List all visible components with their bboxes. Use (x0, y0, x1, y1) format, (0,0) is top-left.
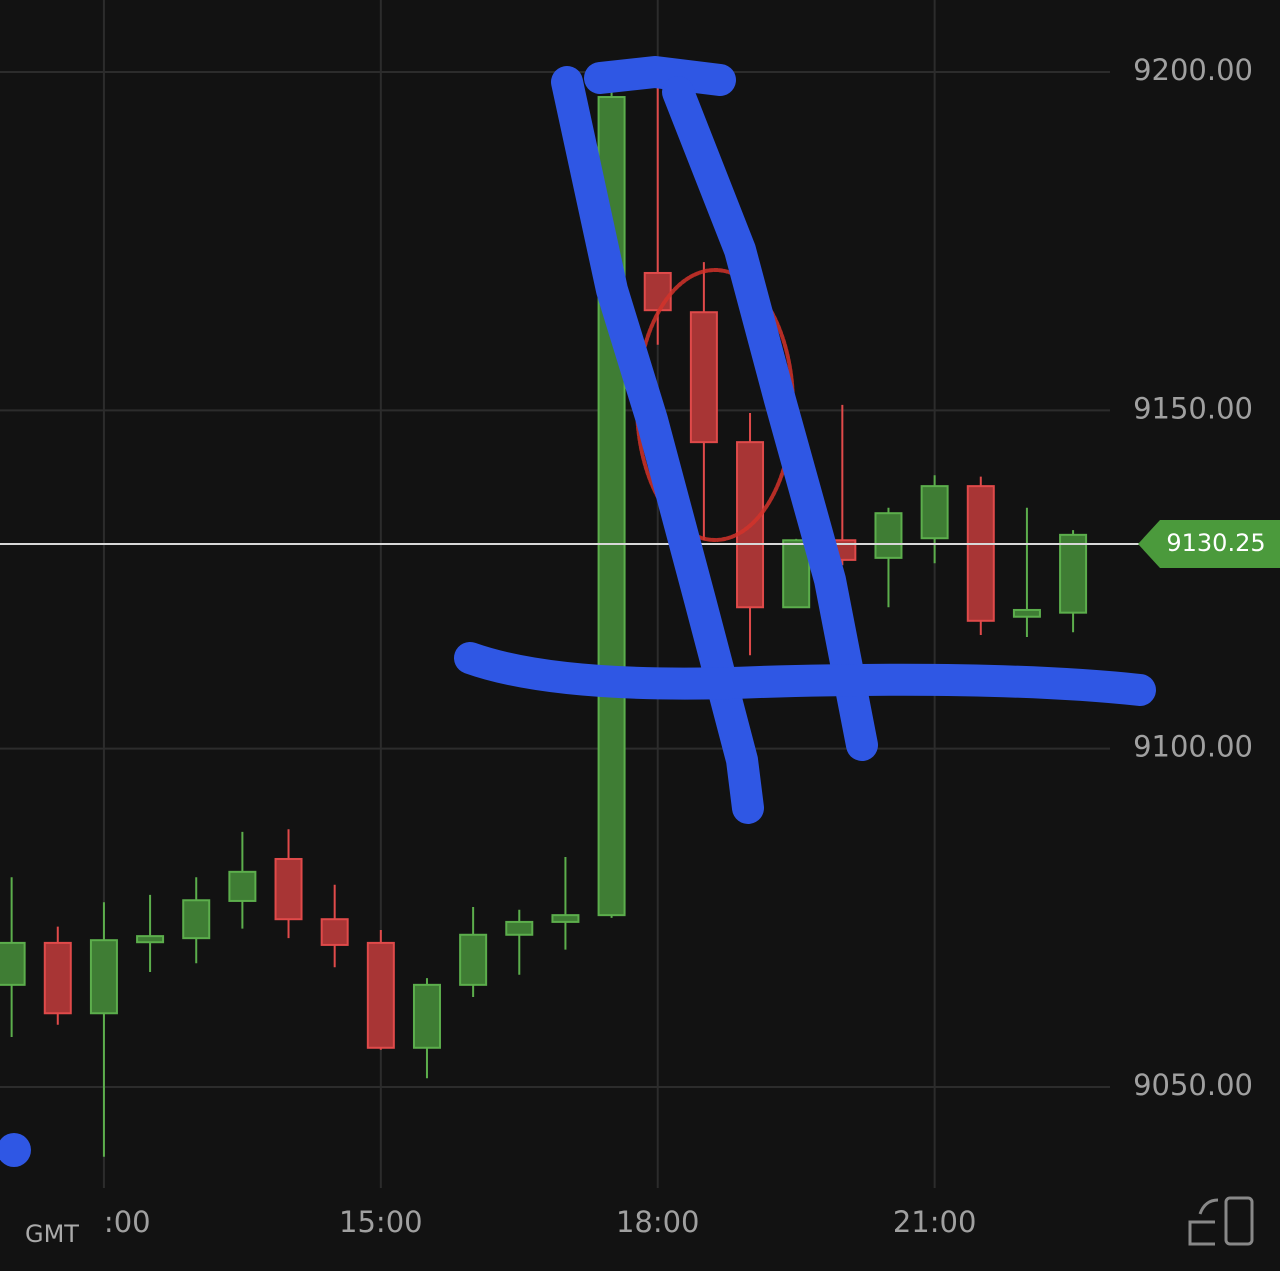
candle-body (1059, 533, 1088, 614)
x-tick-label: 18:00 (616, 1205, 700, 1239)
candle-body (320, 918, 349, 946)
candle-body (1012, 608, 1041, 618)
candle-body (643, 271, 672, 312)
candle-body (0, 941, 26, 986)
candle-body (874, 512, 903, 559)
blue-stroke-right (662, 76, 878, 761)
blue-dot (0, 1133, 31, 1167)
candle-body (551, 914, 580, 923)
candle-body (366, 941, 395, 1049)
y-tick-label: 9100.00 (1133, 730, 1253, 764)
last-price-label: 9130.25 (1166, 529, 1265, 557)
candle-body (274, 857, 303, 921)
blue-stroke-top (584, 56, 736, 96)
timezone-label: GMT (25, 1220, 79, 1248)
candle-body (136, 935, 165, 944)
x-tick-label: 21:00 (893, 1205, 977, 1239)
candle-body (89, 939, 118, 1015)
y-tick-label: 9150.00 (1133, 391, 1253, 425)
candle-body (966, 485, 995, 622)
annotations (0, 56, 1156, 1167)
blue-stroke-horizontal (454, 642, 1156, 706)
candle-body (228, 870, 257, 902)
candle-body (782, 539, 811, 609)
x-tick-label: 15:00 (339, 1205, 423, 1239)
candle-body (505, 920, 534, 936)
candle-body (689, 311, 718, 444)
y-tick-label: 9200.00 (1133, 53, 1253, 87)
candle-body (459, 933, 488, 986)
candle-body (920, 485, 949, 540)
blue-stroke-left (551, 66, 764, 824)
rotate-icon[interactable] (1188, 1196, 1254, 1246)
candle-body (43, 941, 72, 1015)
y-tick-label: 9050.00 (1133, 1068, 1253, 1102)
candle-body (412, 983, 441, 1049)
x-tick-label: :00 (104, 1205, 151, 1239)
ticks: 9050.00 9100.00 9150.00 9200.00 :00 15:00 18:0… (104, 53, 1280, 1239)
last-price-tag (1138, 519, 1280, 568)
candle-body (182, 899, 211, 940)
